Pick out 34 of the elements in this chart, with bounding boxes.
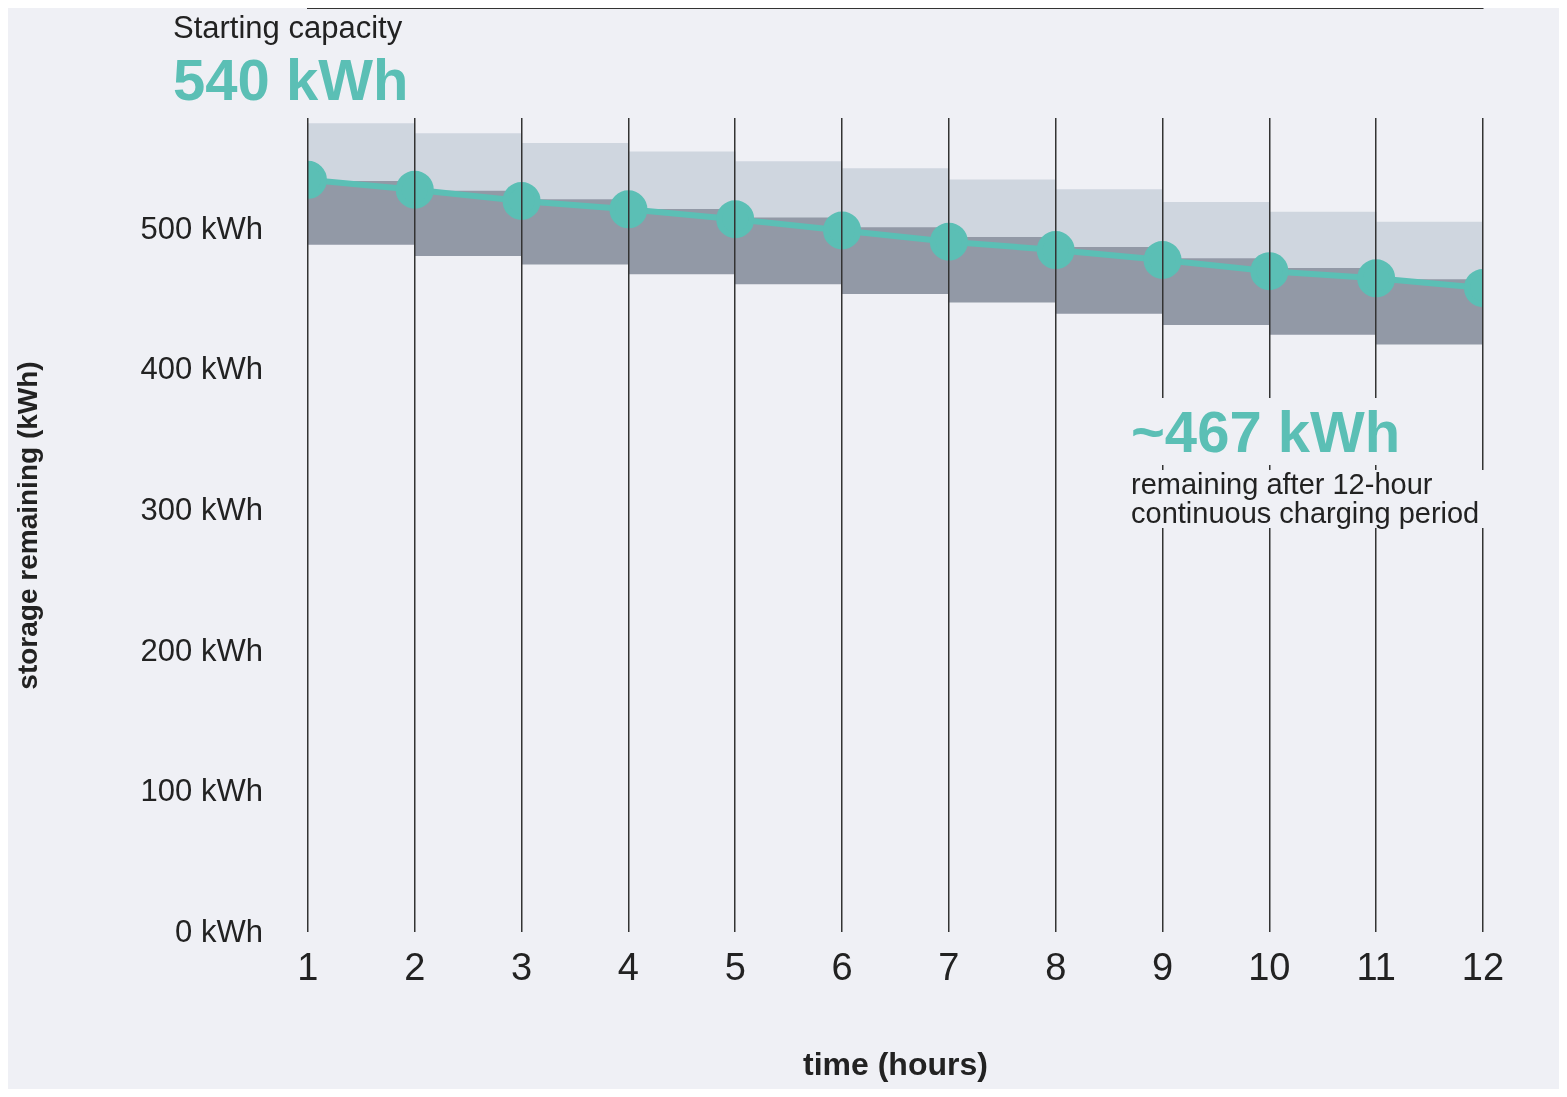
bar	[628, 151, 736, 210]
x-tick-label: 2	[404, 946, 426, 989]
x-tick-label: 10	[1248, 946, 1291, 989]
bar	[521, 142, 629, 200]
x-tick-label: 5	[724, 946, 746, 989]
y-tick-label: 0 kWh	[175, 913, 263, 949]
x-tick-label: 3	[511, 946, 533, 989]
x-tick-label: 12	[1461, 946, 1505, 989]
x-tick-label: 7	[938, 946, 960, 989]
y-tick-label: 200 kWh	[140, 632, 263, 668]
x-tick-label: 4	[617, 946, 639, 989]
y-tick-label: 500 kWh	[140, 210, 263, 246]
text: 540 kWh	[173, 46, 409, 113]
x-axis-title: time (hours)	[803, 1045, 988, 1082]
annotation: remaining after 12-hour continuous charging period	[1131, 468, 1551, 529]
y-axis-title: storage remaining (kWh)	[11, 361, 43, 690]
x-tick-label: 1	[297, 946, 319, 989]
y-tick-label: 300 kWh	[140, 492, 263, 527]
bar	[1055, 189, 1163, 248]
x-tick-label: 6	[831, 946, 853, 989]
x-tick-label: 9	[1151, 946, 1174, 989]
bar	[1162, 201, 1270, 259]
annotation: ~467 kWh	[1131, 398, 1401, 465]
y-tick-label: 400 kWh	[140, 351, 263, 387]
bar	[841, 168, 950, 228]
bar	[414, 133, 522, 192]
bar	[1269, 211, 1377, 269]
y-tick-label: 100 kWh	[140, 773, 263, 809]
bar	[307, 123, 416, 182]
text: Starting capacity	[173, 10, 403, 46]
x-tick-label: 8	[1045, 946, 1067, 989]
bar	[734, 161, 843, 219]
x-tick-label: 11	[1356, 946, 1396, 989]
bar	[948, 179, 1057, 238]
